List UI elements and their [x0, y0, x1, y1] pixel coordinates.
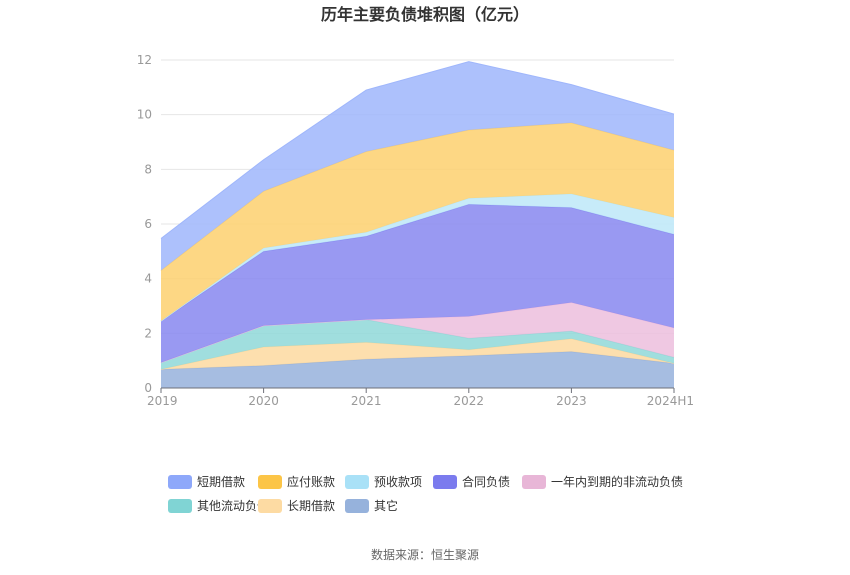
area-series — [160, 61, 675, 388]
area-item-51764ed66d4152a88d1f503a — [161, 319, 674, 370]
area-edge-item-5e944ed88d266b3e — [160, 122, 675, 271]
axes: 0 2 4 6 8 10 12 2019 2020 2021 2022 2023 2024H1 — [137, 53, 694, 408]
legend-item-item-51764ed66d4152a88d1f503a[interactable]: 其他流动负债 — [168, 499, 269, 513]
y-tick-label: 6 — [144, 217, 152, 231]
legend-swatch — [345, 499, 369, 513]
legend-label: 短期借款 — [197, 475, 245, 489]
y-tick-label: 8 — [144, 162, 152, 176]
data-source: 数据来源：恒生聚源 — [371, 547, 479, 562]
x-tick-label: 2022 — [454, 394, 485, 408]
area-edge-item-77ed671f501f6b3e — [160, 61, 675, 239]
legend-swatch — [522, 475, 546, 489]
area-item-5408540c8d1f503a — [161, 204, 674, 363]
legend-item-item-5e944ed88d266b3e[interactable]: 应付账款 — [258, 474, 335, 489]
legend-item-item-77ed671f501f6b3e[interactable]: 短期借款 — [168, 475, 245, 489]
legend-item-item-988465366b3e9879[interactable]: 预收款项 — [345, 475, 422, 489]
legend-item-item-957f671f501f6b3e[interactable]: 长期借款 — [258, 499, 335, 513]
x-tick-label: 2023 — [556, 394, 587, 408]
area-item-51765b83 — [161, 351, 674, 388]
area-edge-item-51765b83 — [160, 351, 675, 370]
legend-label: 一年内到期的非流动负债 — [551, 474, 683, 489]
area-item-988465366b3e9879 — [161, 193, 674, 322]
legend-label: 其它 — [374, 498, 398, 513]
x-tick-label: 2021 — [351, 394, 382, 408]
legend-label: 预收款项 — [374, 475, 422, 489]
legend-item-item-51765b83[interactable]: 其它 — [345, 498, 398, 513]
legend-swatch — [258, 475, 282, 489]
area-item-77ed671f501f6b3e — [161, 61, 674, 271]
y-tick-label: 0 — [144, 381, 152, 395]
legend-swatch — [168, 499, 192, 513]
y-tick-label: 2 — [144, 326, 152, 340]
legend-swatch — [345, 475, 369, 489]
legend-swatch — [258, 499, 282, 513]
chart-title: 历年主要负债堆积图（亿元） — [321, 5, 529, 24]
legend-label: 合同负债 — [462, 474, 510, 489]
x-tick-label: 2019 — [147, 394, 178, 408]
legend-swatch — [433, 475, 457, 489]
legend-item-item-4e005e7451855230671f7684975e6d4152a88d1f503a[interactable]: 一年内到期的非流动负债 — [522, 474, 683, 489]
legend-item-item-5408540c8d1f503a[interactable]: 合同负债 — [433, 474, 510, 489]
legend-label: 应付账款 — [287, 474, 335, 489]
area-item-5e944ed88d266b3e — [161, 122, 674, 322]
legend-swatch — [168, 475, 192, 489]
x-tick-label: 2024H1 — [647, 394, 694, 408]
legend-label: 其他流动负债 — [197, 499, 269, 513]
x-tick-label: 2020 — [248, 394, 279, 408]
legend-label: 长期借款 — [287, 499, 335, 513]
y-tick-label: 12 — [137, 53, 152, 67]
area-item-4e005e7451855230671f7684975e6d4152a88d1f503a — [161, 302, 674, 363]
y-tick-label: 10 — [137, 108, 152, 122]
y-tick-label: 4 — [144, 272, 152, 286]
area-item-957f671f501f6b3e — [161, 338, 674, 370]
